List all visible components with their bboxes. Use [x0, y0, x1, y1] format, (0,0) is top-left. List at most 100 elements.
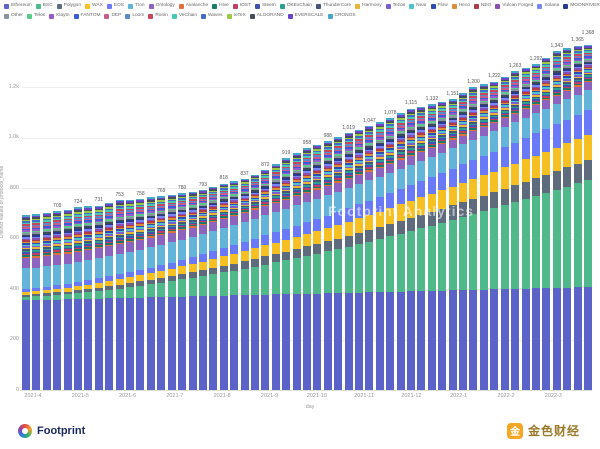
- bar-segment[interactable]: [230, 187, 239, 189]
- bar-segment[interactable]: [146, 200, 155, 202]
- bar-segment[interactable]: [282, 192, 291, 195]
- bar-segment[interactable]: [313, 244, 322, 254]
- bar-segment[interactable]: [563, 49, 572, 52]
- bar-segment[interactable]: [344, 171, 353, 174]
- bar-segment[interactable]: [146, 228, 155, 230]
- bar-segment[interactable]: [292, 153, 301, 155]
- bar-segment[interactable]: [438, 109, 447, 111]
- bar-segment[interactable]: [178, 279, 187, 297]
- bar-segment[interactable]: [552, 94, 561, 97]
- bar-segment[interactable]: [219, 196, 228, 199]
- bar-segment[interactable]: [250, 179, 259, 181]
- bar-segment[interactable]: [396, 118, 405, 120]
- bar-segment[interactable]: [407, 152, 416, 155]
- bar-segment[interactable]: [500, 82, 509, 84]
- stacked-bar[interactable]: [146, 197, 155, 390]
- bar-segment[interactable]: [479, 211, 488, 290]
- bar-segment[interactable]: [84, 230, 93, 233]
- bar-segment[interactable]: [396, 155, 405, 157]
- bar-segment[interactable]: [500, 93, 509, 96]
- bar-segment[interactable]: [323, 147, 332, 149]
- bar-segment[interactable]: [396, 148, 405, 151]
- bar-segment[interactable]: [531, 82, 540, 84]
- bar-segment[interactable]: [105, 243, 114, 245]
- bar-segment[interactable]: [292, 196, 301, 206]
- bar-segment[interactable]: [240, 178, 249, 180]
- bar-segment[interactable]: [188, 191, 197, 194]
- bar-segment[interactable]: [583, 71, 592, 73]
- bar-segment[interactable]: [53, 221, 62, 224]
- bar-segment[interactable]: [448, 128, 457, 131]
- bar-segment[interactable]: [490, 151, 499, 172]
- bar-segment[interactable]: [302, 176, 311, 178]
- bar-segment[interactable]: [511, 90, 520, 93]
- bar-segment[interactable]: [542, 59, 551, 61]
- bar-segment[interactable]: [94, 223, 103, 225]
- bar-segment[interactable]: [438, 126, 447, 129]
- bar-segment[interactable]: [583, 80, 592, 82]
- bar-segment[interactable]: [271, 176, 280, 178]
- bar-segment[interactable]: [178, 217, 187, 219]
- bar-segment[interactable]: [302, 191, 311, 194]
- bar-segment[interactable]: [500, 108, 509, 110]
- bar-segment[interactable]: [136, 211, 145, 214]
- bar-segment[interactable]: [261, 203, 270, 205]
- bar-segment[interactable]: [84, 214, 93, 216]
- bar-segment[interactable]: [344, 173, 353, 175]
- bar-segment[interactable]: [219, 188, 228, 190]
- bar-segment[interactable]: [511, 163, 520, 186]
- bar-segment[interactable]: [448, 139, 457, 149]
- bar-segment[interactable]: [94, 205, 103, 208]
- bar-segment[interactable]: [355, 134, 363, 136]
- bar-segment[interactable]: [209, 195, 218, 197]
- bar-segment[interactable]: [313, 175, 322, 178]
- bar-segment[interactable]: [198, 190, 207, 192]
- bar-segment[interactable]: [521, 69, 530, 71]
- bar-segment[interactable]: [282, 168, 291, 170]
- bar-segment[interactable]: [375, 211, 384, 228]
- bar-segment[interactable]: [396, 114, 405, 117]
- bar-segment[interactable]: [313, 253, 322, 294]
- bar-segment[interactable]: [282, 194, 291, 196]
- bar-segment[interactable]: [563, 73, 572, 75]
- bar-segment[interactable]: [563, 66, 572, 68]
- bar-segment[interactable]: [240, 261, 249, 269]
- bar-segment[interactable]: [448, 102, 457, 104]
- bar-segment[interactable]: [94, 232, 103, 234]
- bar-segment[interactable]: [355, 170, 363, 173]
- bar-segment[interactable]: [386, 126, 395, 128]
- bar-segment[interactable]: [396, 134, 405, 136]
- bar-segment[interactable]: [63, 294, 72, 300]
- bar-segment[interactable]: [198, 223, 207, 225]
- bar-segment[interactable]: [500, 101, 509, 103]
- bar-segment[interactable]: [261, 294, 270, 390]
- bar-segment[interactable]: [323, 293, 332, 390]
- bar-segment[interactable]: [521, 199, 530, 289]
- bar-segment[interactable]: [365, 162, 374, 164]
- bar-segment[interactable]: [209, 189, 218, 191]
- bar-segment[interactable]: [115, 227, 124, 230]
- stacked-bar[interactable]: 1,222: [488, 74, 501, 390]
- bar-segment[interactable]: [469, 108, 478, 111]
- bar-segment[interactable]: [323, 178, 332, 181]
- bar-segment[interactable]: [375, 134, 384, 137]
- bar-segment[interactable]: [438, 136, 447, 139]
- stacked-bar[interactable]: 709: [53, 203, 62, 390]
- bar-segment[interactable]: [271, 180, 280, 182]
- bar-segment[interactable]: [323, 172, 332, 174]
- bar-segment[interactable]: [500, 85, 509, 87]
- bar-segment[interactable]: [573, 62, 582, 65]
- bar-segment[interactable]: [22, 256, 30, 259]
- bar-segment[interactable]: [500, 114, 509, 116]
- bar-segment[interactable]: [469, 103, 478, 106]
- bar-segment[interactable]: [479, 175, 488, 196]
- bar-segment[interactable]: [469, 160, 478, 179]
- bar-segment[interactable]: [313, 171, 322, 173]
- bar-segment[interactable]: [292, 248, 301, 258]
- bar-segment[interactable]: [469, 105, 478, 107]
- bar-segment[interactable]: [334, 173, 343, 175]
- bar-segment[interactable]: [105, 229, 114, 232]
- bar-segment[interactable]: [365, 125, 374, 128]
- bar-segment[interactable]: [448, 125, 457, 128]
- bar-segment[interactable]: [334, 149, 343, 152]
